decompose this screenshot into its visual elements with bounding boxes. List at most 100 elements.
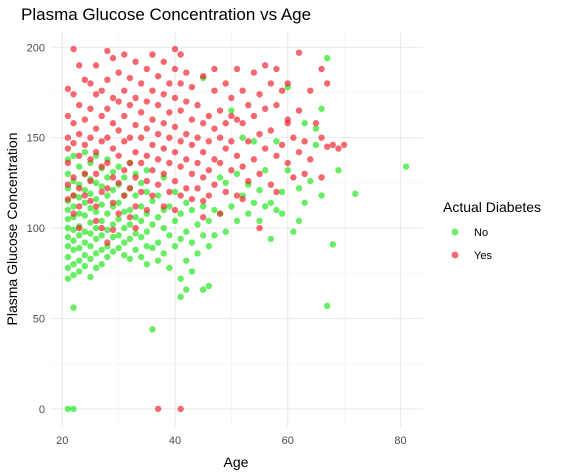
series-yes xyxy=(64,45,348,413)
data-point xyxy=(250,156,258,163)
data-point xyxy=(290,228,297,235)
data-point xyxy=(98,112,105,120)
data-point xyxy=(171,177,179,185)
data-point xyxy=(171,94,179,102)
data-point xyxy=(92,148,100,156)
data-point xyxy=(160,224,167,232)
data-point xyxy=(121,174,128,181)
data-point xyxy=(199,148,207,156)
data-point xyxy=(126,134,134,141)
data-point xyxy=(194,134,201,141)
data-point xyxy=(75,62,83,69)
data-point xyxy=(75,268,83,275)
data-point xyxy=(64,195,72,203)
data-point xyxy=(273,101,280,109)
data-point xyxy=(143,152,151,159)
data-point xyxy=(64,134,72,141)
data-point xyxy=(278,87,286,94)
data-point xyxy=(188,206,196,214)
data-point xyxy=(132,148,139,156)
data-point xyxy=(81,239,89,246)
data-point xyxy=(98,87,105,94)
data-point xyxy=(75,130,83,138)
data-point xyxy=(126,206,134,214)
data-point xyxy=(154,214,162,221)
data-point xyxy=(301,199,308,206)
data-point xyxy=(143,206,151,214)
data-point xyxy=(188,141,196,149)
data-point xyxy=(104,174,111,181)
data-point xyxy=(295,107,303,114)
data-point xyxy=(278,141,286,149)
data-point xyxy=(177,275,184,282)
data-point xyxy=(109,54,117,62)
data-point xyxy=(92,217,100,225)
data-point xyxy=(166,159,173,167)
legend-key-yes xyxy=(451,251,459,259)
data-point xyxy=(75,232,83,239)
data-point xyxy=(115,69,122,76)
data-point xyxy=(87,190,94,197)
data-point xyxy=(64,405,72,413)
data-point xyxy=(239,134,246,141)
data-point xyxy=(177,235,184,243)
data-point xyxy=(154,101,162,109)
data-point xyxy=(121,224,128,232)
data-point xyxy=(132,246,139,253)
data-point xyxy=(98,201,105,208)
data-point xyxy=(256,91,263,98)
data-point xyxy=(98,232,105,239)
y-tick-label: 100 xyxy=(27,223,45,235)
data-point xyxy=(104,210,111,217)
data-point xyxy=(160,250,167,257)
data-point xyxy=(194,250,201,257)
data-point xyxy=(273,188,280,196)
data-point xyxy=(143,125,151,132)
data-point xyxy=(233,116,241,123)
data-point xyxy=(216,134,224,141)
data-point xyxy=(177,138,184,145)
data-point xyxy=(70,192,77,199)
data-point xyxy=(312,141,320,149)
data-point xyxy=(70,210,77,217)
data-point xyxy=(132,214,139,221)
data-point xyxy=(233,217,241,225)
data-point xyxy=(256,170,263,178)
legend-label-no: No xyxy=(474,227,488,239)
data-point xyxy=(87,205,94,212)
data-point xyxy=(199,174,207,181)
data-point xyxy=(211,125,218,132)
data-point xyxy=(222,179,229,187)
data-point xyxy=(126,101,134,109)
data-point xyxy=(98,188,105,196)
data-point xyxy=(188,239,196,246)
data-point xyxy=(261,62,269,69)
data-point xyxy=(115,210,122,217)
data-point xyxy=(121,51,128,58)
data-point xyxy=(75,152,83,159)
data-point xyxy=(245,177,252,185)
data-point xyxy=(211,65,218,73)
data-point xyxy=(222,145,229,152)
x-tick-label: 80 xyxy=(394,435,406,447)
data-point xyxy=(98,224,105,232)
data-point xyxy=(64,242,72,250)
data-point xyxy=(109,226,117,234)
data-point xyxy=(160,58,167,65)
data-point xyxy=(70,261,77,268)
data-point xyxy=(121,167,128,174)
data-point xyxy=(104,47,111,55)
data-point xyxy=(261,203,269,210)
data-point xyxy=(239,195,246,203)
data-point xyxy=(323,302,331,310)
data-point xyxy=(70,271,77,279)
data-point xyxy=(301,170,308,178)
data-point xyxy=(267,199,275,206)
data-point xyxy=(70,139,77,147)
data-point xyxy=(183,156,190,163)
data-point xyxy=(149,167,156,174)
data-point xyxy=(188,268,196,275)
data-point xyxy=(183,228,190,235)
legend-label-yes: Yes xyxy=(474,250,492,262)
